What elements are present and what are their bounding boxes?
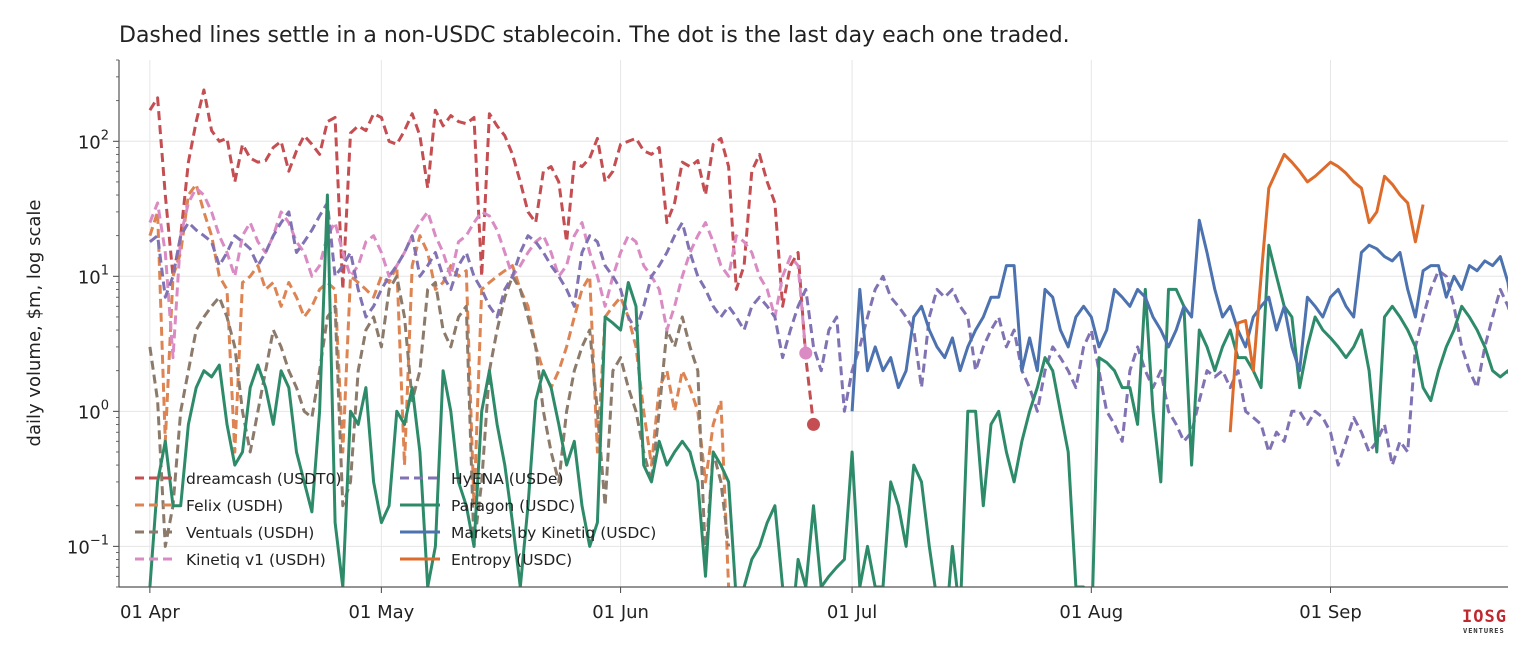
series-line-2 [148,274,731,561]
legend-label-0: dreamcash (USDT0) [186,470,341,488]
axis-layer: 01 Apr 01 May 01 Jun 01 Jul 01 Aug 01 Sep 10−1… [67,59,1508,623]
x-tick-label: 01 Sep [1299,602,1362,623]
y-tick-label: 100 [78,398,109,423]
legend-label-3: Kinetiq v1 (USDH) [186,551,326,569]
legend-label-4: HyENA (USDe) [451,470,564,488]
watermark-logo: IOSG VENTURES [1462,607,1507,635]
y-tick-label: 101 [78,263,109,288]
series-end-dot-3 [799,346,813,360]
legend-label-1: Felix (USDH) [186,497,283,515]
legend-label-2: Ventuals (USDH) [186,524,314,542]
legend-label-6: Markets by Kinetiq (USDC) [451,524,656,542]
x-tick-label: 01 Jul [827,602,877,623]
series-line-0 [148,88,815,425]
series-line-7 [1228,152,1425,433]
legend-label-5: Paragon (USDC) [451,497,575,515]
y-tick-label: 10−1 [67,533,109,558]
legend: dreamcash (USDT0) Felix (USDH) Ventuals (U… [135,470,656,569]
series-line-3 [148,186,808,360]
y-axis-label: daily volume, $m, log scale [24,200,45,447]
legend-label-7: Entropy (USDC) [451,551,572,569]
series-line-4 [148,201,1508,467]
x-tick-label: 01 Aug [1059,602,1123,623]
series-layer [148,88,1508,587]
watermark-sub-text: VENTURES [1463,627,1505,635]
x-tick-label: 01 Apr [120,602,180,623]
x-tick-label: 01 Jun [592,602,649,623]
series-end-dot-0 [807,417,820,431]
y-tick-label: 102 [78,128,109,153]
x-tick-label: 01 May [348,602,414,623]
watermark-logo-text: IOSG [1462,607,1507,627]
series-line-6 [850,218,1508,412]
chart-title: Dashed lines settle in a non-USDC stable… [119,23,1070,48]
series-line-5 [148,193,1508,587]
